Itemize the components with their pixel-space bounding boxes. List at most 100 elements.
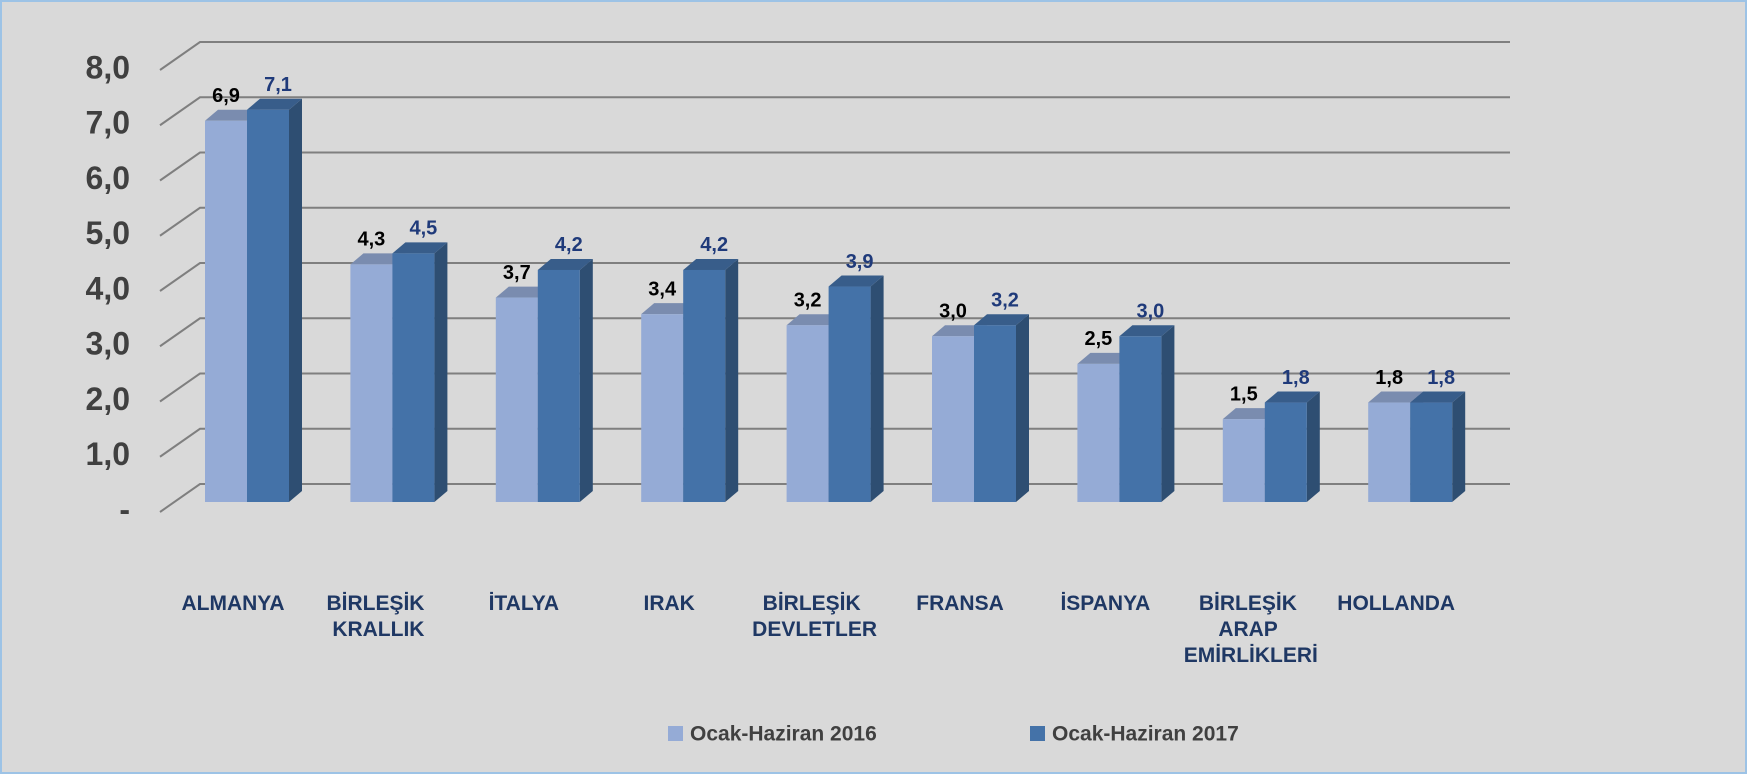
data-label: 1,8	[1282, 367, 1310, 389]
bar-front	[392, 253, 435, 502]
data-label: 3,7	[503, 262, 531, 284]
y-tick-label: 5,0	[86, 215, 130, 251]
bar-front	[1077, 363, 1120, 502]
grid-line	[159, 372, 1510, 403]
x-tick-label-line: ARAP	[1218, 618, 1283, 641]
legend-swatch	[668, 726, 683, 741]
bar-front	[1119, 336, 1162, 502]
bar	[392, 242, 448, 502]
grid-line	[159, 317, 1510, 348]
data-label: 1,5	[1230, 383, 1258, 405]
data-label: 3,2	[991, 289, 1019, 311]
data-label: 1,8	[1427, 367, 1455, 389]
bar-front	[974, 325, 1016, 502]
y-tick-label: -	[119, 491, 130, 527]
bar	[537, 258, 593, 502]
y-tick-label: 4,0	[86, 270, 130, 306]
x-tick-label: BİRLEŞİK DEVLETLER	[752, 592, 877, 641]
x-tick-label: ALMANYA	[181, 592, 284, 615]
bar	[1410, 391, 1466, 502]
y-tick-label: 1,0	[86, 436, 130, 472]
bar	[974, 314, 1029, 502]
bar-top	[1119, 325, 1175, 337]
bar	[828, 275, 884, 502]
legend-label: Ocak-Haziran 2017	[1052, 723, 1239, 746]
bar-top	[350, 253, 406, 265]
bar-top	[495, 286, 551, 298]
bar-top	[205, 109, 260, 121]
grid-line	[159, 262, 1510, 292]
data-label: 1,8	[1375, 367, 1403, 389]
grid-line	[159, 96, 1510, 127]
bar	[247, 98, 302, 502]
bar-front	[495, 297, 538, 502]
data-label: 3,9	[846, 251, 874, 273]
bar	[1264, 391, 1320, 502]
bar-side	[725, 258, 739, 502]
x-tick-label: BİRLEŞİK KRALLIK	[326, 592, 430, 641]
bar-top	[974, 314, 1029, 326]
data-label: 6,9	[212, 85, 240, 107]
x-tick-label-line: FRANSA	[916, 592, 1004, 615]
bar-side	[870, 275, 884, 502]
data-label: 4,5	[409, 218, 437, 240]
x-tick-label: İTALYA	[489, 592, 559, 615]
data-label: 3,0	[1136, 301, 1164, 323]
x-tick-label: HOLLANDA	[1337, 592, 1455, 615]
grid-line	[159, 151, 1510, 182]
bar-front	[1222, 419, 1265, 502]
x-tick-label-line: BİRLEŞİK	[1199, 592, 1303, 615]
bar-side	[1161, 325, 1175, 502]
bar-front	[1368, 402, 1411, 502]
bar-top	[1410, 391, 1466, 403]
grid-line	[159, 483, 1510, 513]
bar-front	[1264, 402, 1307, 502]
y-tick-label: 3,0	[86, 326, 130, 362]
bar-top	[537, 258, 593, 270]
bar-top	[641, 303, 697, 315]
bar-side	[1452, 391, 1466, 502]
bar-side	[579, 258, 593, 502]
x-tick-label: IRAK	[644, 592, 695, 615]
y-tick-label: 2,0	[86, 381, 130, 417]
bar-top	[1222, 408, 1278, 420]
bar-side	[1306, 391, 1320, 502]
y-tick-label: 8,0	[86, 49, 130, 85]
bar-top	[1264, 391, 1320, 403]
x-tick-label: İSPANYA	[1060, 592, 1150, 615]
data-label: 4,2	[700, 234, 728, 256]
bar-front	[932, 336, 974, 502]
bar-top	[247, 98, 302, 110]
data-label: 3,4	[648, 278, 677, 300]
bar-top	[1368, 391, 1424, 403]
bar-front	[247, 109, 289, 502]
grid-line	[159, 427, 1510, 458]
bar-top	[786, 314, 842, 326]
x-tick-label-line: ALMANYA	[181, 592, 284, 615]
bar-side	[1016, 314, 1029, 502]
data-label: 3,2	[794, 289, 822, 311]
legend-label: Ocak-Haziran 2016	[690, 723, 877, 746]
bar-front	[350, 264, 393, 502]
legend-swatch	[1030, 726, 1045, 741]
bar	[683, 258, 739, 502]
bar-front	[205, 120, 247, 503]
x-tick-label-line: HOLLANDA	[1337, 592, 1455, 615]
x-tick-label-line: BİRLEŞİK	[326, 592, 430, 615]
bar-top	[1077, 352, 1133, 364]
y-tick-label: 6,0	[86, 160, 130, 196]
bar-front	[537, 269, 580, 502]
x-tick-label-line: EMİRLİKLERİ	[1184, 644, 1318, 667]
data-label: 4,3	[357, 229, 385, 251]
grid-line	[159, 206, 1510, 237]
bar-top	[828, 275, 884, 287]
x-tick-label: FRANSA	[916, 592, 1004, 615]
bar-side	[289, 98, 302, 502]
data-label: 7,1	[264, 74, 292, 96]
bar-front	[1410, 402, 1453, 502]
bar	[1119, 325, 1175, 502]
bar-front	[786, 325, 829, 502]
grid-line	[159, 41, 1510, 71]
bar-top	[932, 325, 987, 337]
